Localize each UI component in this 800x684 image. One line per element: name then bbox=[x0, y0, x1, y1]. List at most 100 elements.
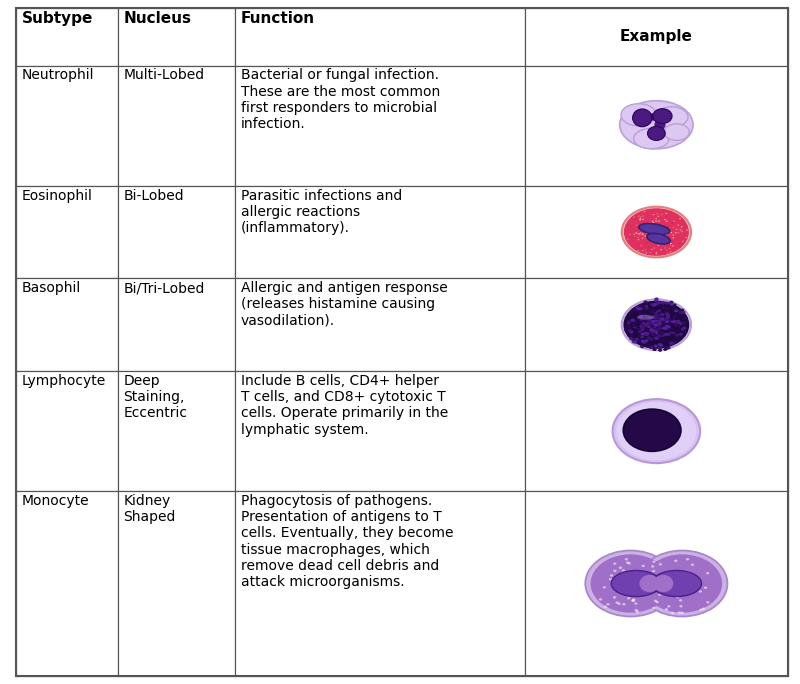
Ellipse shape bbox=[654, 330, 658, 333]
Ellipse shape bbox=[646, 586, 650, 588]
Ellipse shape bbox=[654, 120, 666, 130]
Ellipse shape bbox=[659, 240, 662, 241]
Ellipse shape bbox=[673, 221, 675, 222]
Ellipse shape bbox=[655, 322, 659, 325]
Ellipse shape bbox=[630, 573, 633, 575]
Text: Bi-Lobed: Bi-Lobed bbox=[123, 189, 184, 202]
Ellipse shape bbox=[657, 314, 662, 317]
Ellipse shape bbox=[639, 322, 643, 325]
Ellipse shape bbox=[634, 338, 638, 341]
Ellipse shape bbox=[643, 317, 647, 320]
Ellipse shape bbox=[658, 594, 662, 596]
Ellipse shape bbox=[654, 311, 658, 313]
Ellipse shape bbox=[654, 231, 656, 233]
Ellipse shape bbox=[641, 326, 646, 329]
Ellipse shape bbox=[658, 237, 661, 238]
Ellipse shape bbox=[654, 319, 658, 323]
Ellipse shape bbox=[658, 233, 660, 234]
Ellipse shape bbox=[654, 300, 658, 303]
Ellipse shape bbox=[666, 346, 670, 350]
Ellipse shape bbox=[644, 305, 648, 308]
Ellipse shape bbox=[643, 233, 645, 235]
Ellipse shape bbox=[643, 332, 647, 335]
Ellipse shape bbox=[654, 324, 658, 326]
Ellipse shape bbox=[655, 220, 657, 222]
Ellipse shape bbox=[642, 322, 646, 325]
Ellipse shape bbox=[673, 237, 674, 239]
Ellipse shape bbox=[638, 237, 639, 238]
Bar bbox=[235, 8, 525, 66]
Ellipse shape bbox=[686, 237, 687, 238]
Ellipse shape bbox=[661, 313, 665, 316]
Ellipse shape bbox=[645, 324, 649, 327]
Ellipse shape bbox=[704, 587, 707, 589]
Ellipse shape bbox=[614, 570, 617, 572]
Ellipse shape bbox=[613, 596, 616, 598]
Ellipse shape bbox=[648, 319, 652, 321]
Bar bbox=[16, 491, 118, 676]
Ellipse shape bbox=[661, 240, 662, 241]
Ellipse shape bbox=[656, 337, 661, 341]
Ellipse shape bbox=[613, 399, 700, 463]
Ellipse shape bbox=[648, 229, 650, 231]
Ellipse shape bbox=[674, 309, 678, 313]
Ellipse shape bbox=[652, 332, 656, 336]
Ellipse shape bbox=[658, 230, 659, 231]
Ellipse shape bbox=[621, 104, 656, 126]
Ellipse shape bbox=[639, 314, 643, 317]
Ellipse shape bbox=[664, 248, 666, 249]
Ellipse shape bbox=[675, 232, 677, 233]
Ellipse shape bbox=[658, 241, 659, 242]
Ellipse shape bbox=[645, 114, 659, 120]
Ellipse shape bbox=[674, 325, 678, 328]
Ellipse shape bbox=[654, 233, 656, 235]
Ellipse shape bbox=[640, 216, 642, 218]
Ellipse shape bbox=[634, 603, 638, 605]
Ellipse shape bbox=[663, 327, 667, 330]
Ellipse shape bbox=[666, 315, 670, 319]
Ellipse shape bbox=[645, 242, 646, 244]
Ellipse shape bbox=[641, 323, 646, 326]
Ellipse shape bbox=[613, 562, 616, 565]
Ellipse shape bbox=[627, 562, 631, 564]
Ellipse shape bbox=[670, 321, 674, 324]
Ellipse shape bbox=[660, 322, 665, 325]
Ellipse shape bbox=[658, 331, 662, 334]
Bar bbox=[118, 278, 235, 371]
Text: Bacterial or fungal infection.
These are the most common
first responders to mic: Bacterial or fungal infection. These are… bbox=[241, 68, 440, 131]
Ellipse shape bbox=[654, 324, 658, 326]
Ellipse shape bbox=[661, 326, 665, 329]
Ellipse shape bbox=[653, 222, 654, 223]
Ellipse shape bbox=[654, 248, 655, 249]
Ellipse shape bbox=[659, 318, 663, 321]
Text: Example: Example bbox=[620, 29, 693, 44]
Ellipse shape bbox=[654, 575, 674, 592]
Ellipse shape bbox=[638, 330, 642, 333]
Ellipse shape bbox=[658, 317, 662, 320]
Ellipse shape bbox=[646, 233, 647, 235]
Ellipse shape bbox=[637, 315, 654, 319]
Text: Basophil: Basophil bbox=[22, 281, 81, 295]
Ellipse shape bbox=[624, 589, 627, 592]
Ellipse shape bbox=[657, 312, 661, 315]
Ellipse shape bbox=[654, 322, 658, 325]
Ellipse shape bbox=[644, 339, 649, 342]
Ellipse shape bbox=[611, 570, 661, 596]
Ellipse shape bbox=[641, 305, 645, 308]
Ellipse shape bbox=[659, 324, 663, 328]
Ellipse shape bbox=[639, 219, 641, 220]
Ellipse shape bbox=[656, 577, 659, 579]
Ellipse shape bbox=[650, 223, 651, 224]
Ellipse shape bbox=[660, 235, 662, 236]
Ellipse shape bbox=[606, 603, 610, 605]
Ellipse shape bbox=[644, 235, 646, 237]
Ellipse shape bbox=[639, 318, 644, 321]
Ellipse shape bbox=[658, 349, 662, 352]
Ellipse shape bbox=[683, 581, 686, 583]
Ellipse shape bbox=[643, 314, 648, 317]
Ellipse shape bbox=[666, 306, 670, 309]
Ellipse shape bbox=[665, 320, 669, 323]
Ellipse shape bbox=[676, 228, 678, 230]
Ellipse shape bbox=[651, 329, 655, 332]
Ellipse shape bbox=[642, 219, 644, 220]
